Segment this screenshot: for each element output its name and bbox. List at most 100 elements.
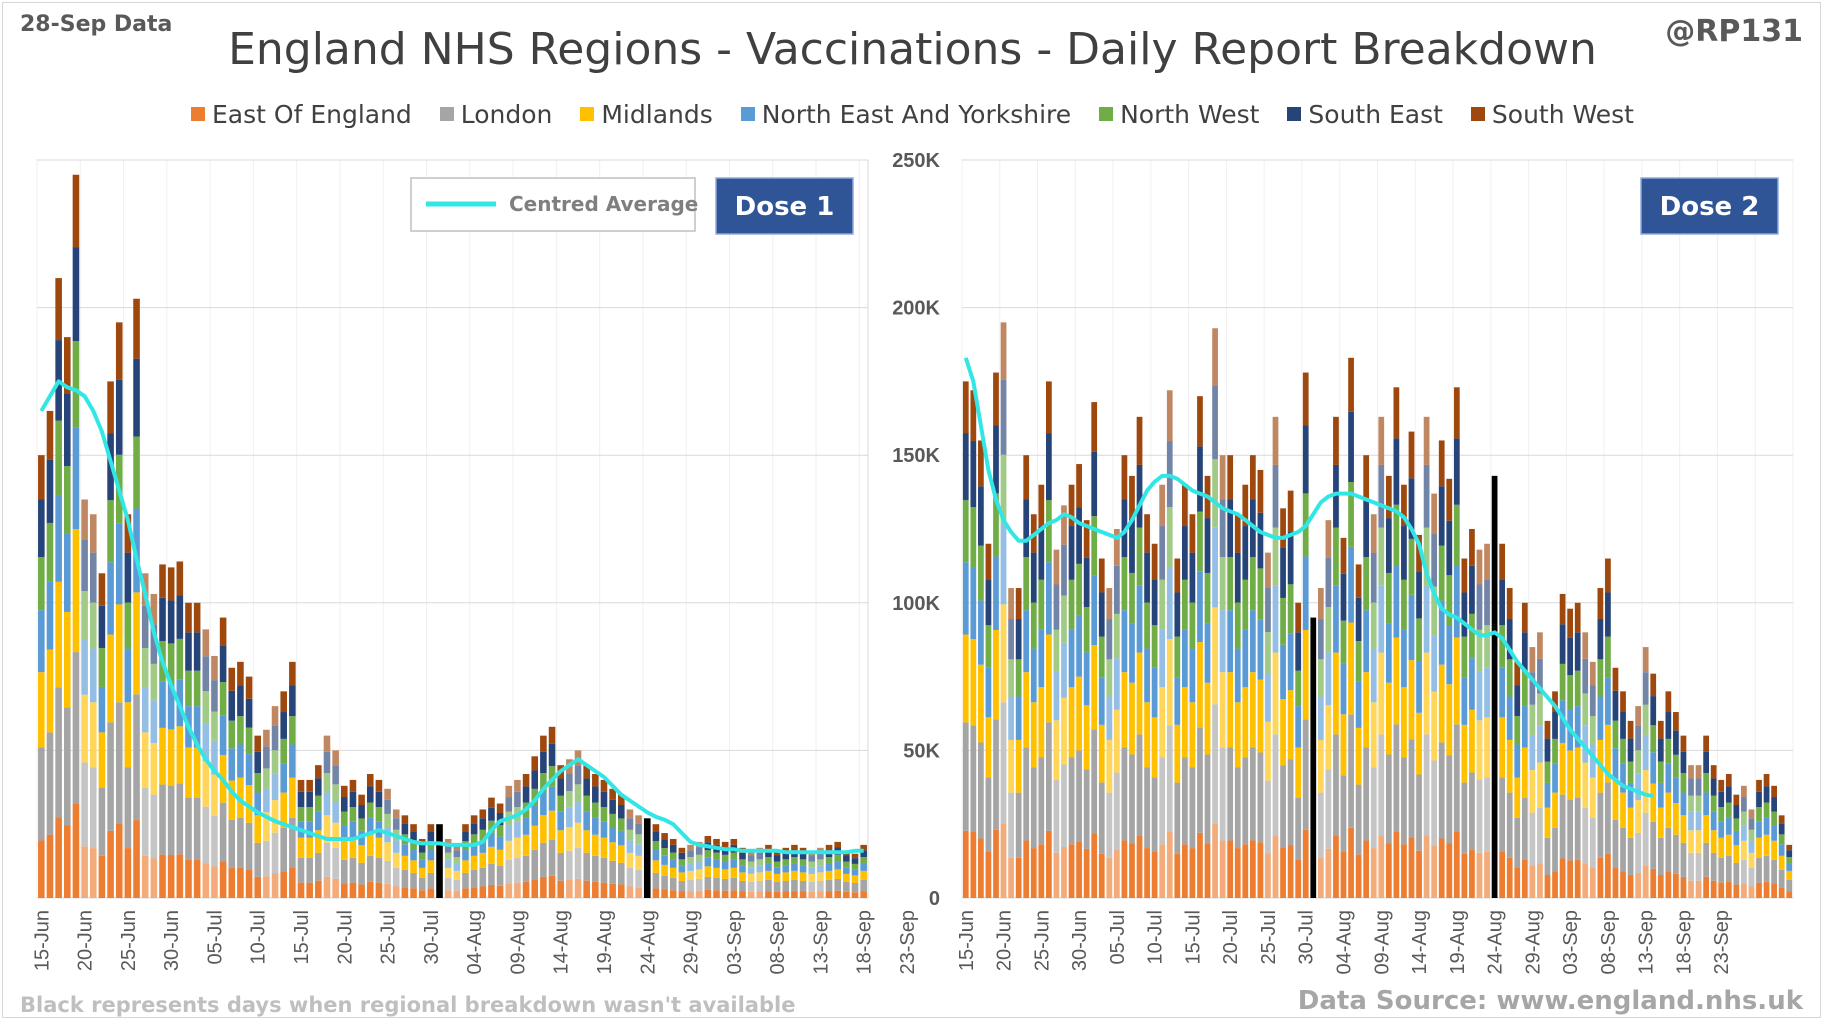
bar-segment — [739, 880, 746, 892]
bar-segment — [721, 841, 729, 848]
bar-segment — [349, 791, 357, 808]
bar-segment — [592, 774, 599, 787]
bar-segment — [289, 777, 296, 818]
date-label: 28-Sep Data — [20, 12, 173, 37]
bar-segment — [1748, 852, 1755, 868]
bar-segment — [626, 852, 634, 868]
bar-segment — [1098, 677, 1105, 725]
bar-segment — [341, 797, 348, 812]
bar-segment — [1620, 691, 1626, 713]
bar-segment — [1136, 585, 1143, 653]
bar-segment — [756, 859, 764, 866]
bar-segment — [713, 852, 720, 860]
bar-segment — [1219, 747, 1226, 841]
bar-segment — [1174, 724, 1181, 783]
bar-segment — [1272, 464, 1279, 528]
bar-segment — [1023, 557, 1030, 611]
x-tick-label: 20-Jul — [334, 910, 356, 964]
bar-segment — [1174, 558, 1181, 593]
bar-segment — [211, 655, 218, 681]
bar-segment — [98, 605, 106, 648]
bar-segment — [1378, 585, 1385, 653]
bar-segment — [1537, 632, 1543, 659]
bar-segment — [418, 877, 426, 891]
bar-segment — [427, 872, 435, 889]
bar-segment — [1748, 809, 1755, 819]
bar-segment — [332, 822, 339, 848]
bar-segment — [1204, 843, 1211, 898]
bar-segment — [978, 545, 984, 601]
bar-segment — [1423, 835, 1430, 898]
bar-segment — [1046, 433, 1052, 501]
bar-segment — [1166, 831, 1173, 898]
bar-segment — [1665, 871, 1672, 898]
bar-segment — [488, 832, 495, 847]
bar-segment — [323, 876, 331, 898]
bar-segment — [1076, 750, 1082, 842]
bar-segment — [1499, 667, 1506, 718]
bar-segment — [1189, 848, 1196, 898]
legend-swatch — [740, 107, 755, 121]
bar-segment — [410, 824, 417, 832]
bar-segment — [1257, 512, 1264, 569]
bar-segment — [1015, 588, 1022, 620]
bar-segment — [1151, 851, 1158, 898]
bar-segment — [1665, 827, 1672, 872]
bar-segment — [548, 810, 556, 840]
bar-segment — [1627, 807, 1634, 838]
bar-segment — [548, 726, 556, 744]
bar-segment — [1695, 852, 1702, 881]
bar-segment — [64, 825, 71, 898]
bar-segment — [462, 824, 469, 832]
bar-segment — [522, 817, 530, 835]
bar-segment — [263, 746, 270, 769]
bar-segment — [150, 858, 158, 898]
bar-segment — [1544, 807, 1551, 838]
bar-segment — [1733, 805, 1740, 819]
bar-segment — [1068, 687, 1075, 758]
bar-segment — [730, 859, 738, 868]
bar-segment — [1423, 464, 1430, 528]
bar-segment — [219, 617, 227, 646]
bar-segment — [444, 859, 452, 868]
bar-segment — [635, 887, 642, 898]
bar-segment — [1582, 658, 1589, 694]
bar-segment — [1068, 579, 1075, 630]
bar-segment — [618, 830, 625, 846]
bar-segment — [1151, 717, 1158, 778]
bar-segment — [1423, 416, 1430, 465]
bar-segment — [1642, 865, 1649, 898]
bar-segment — [1363, 499, 1370, 558]
bar-segment — [341, 825, 348, 841]
bar-segment — [1673, 873, 1679, 898]
bar-segment — [843, 861, 850, 868]
bar-segment — [1166, 639, 1173, 726]
bar-segment — [1046, 500, 1052, 563]
bar-segment — [1378, 835, 1385, 898]
bar-segment — [669, 859, 677, 868]
bar-segment — [1499, 543, 1506, 580]
bar-segment — [1453, 387, 1460, 439]
bar-segment — [46, 649, 54, 733]
bar-segment — [228, 720, 236, 749]
bar-segment — [1083, 769, 1090, 849]
bar-segment — [1574, 602, 1581, 633]
bar-segment — [1098, 724, 1105, 783]
bar-segment — [1370, 848, 1377, 898]
bar-segment — [462, 872, 469, 889]
bar-segment — [1574, 797, 1581, 860]
bar-segment — [1053, 671, 1060, 721]
bar-segment — [444, 844, 452, 853]
bar-segment — [38, 672, 45, 748]
bar-segment — [1620, 763, 1626, 793]
bar-segment — [72, 529, 80, 653]
bar-segment — [548, 786, 556, 811]
bar-segment — [592, 855, 599, 882]
bar-segment — [358, 845, 365, 863]
bar-segment — [1325, 607, 1332, 653]
bar-segment — [1605, 636, 1611, 678]
bar-segment — [1423, 585, 1430, 653]
panel-1: 15-Jun 20-Jun 25-Jun 30-Jun 05-Jul 10-Jul 15-J… — [31, 159, 919, 975]
bar-segment — [1680, 876, 1687, 898]
bar-segment — [970, 441, 977, 508]
